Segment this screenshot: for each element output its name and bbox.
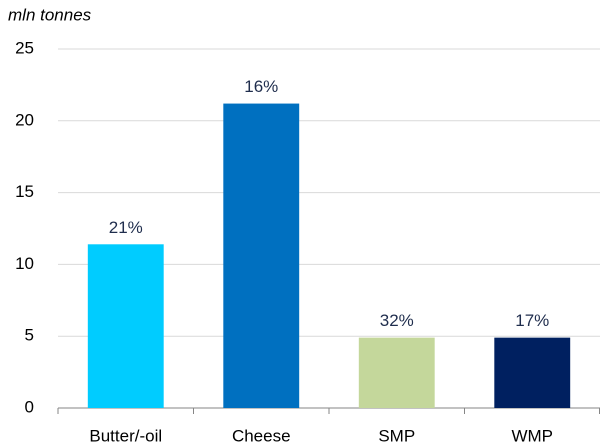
x-tick-label: Butter/-oil bbox=[89, 426, 162, 445]
bar bbox=[358, 337, 435, 408]
x-tick-label: SMP bbox=[378, 426, 415, 445]
y-tick-label: 25 bbox=[15, 38, 34, 57]
bar-annotation: 21% bbox=[109, 218, 143, 237]
y-tick-label: 0 bbox=[25, 397, 34, 416]
y-tick-label: 10 bbox=[15, 254, 34, 273]
bar-annotation: 16% bbox=[244, 77, 278, 96]
bar-annotation: 32% bbox=[380, 311, 414, 330]
bar-annotation: 17% bbox=[515, 311, 549, 330]
bar bbox=[87, 244, 164, 408]
y-tick-label: 15 bbox=[15, 182, 34, 201]
bar bbox=[494, 337, 571, 408]
x-tick-label: Cheese bbox=[232, 426, 291, 445]
y-tick-label: 20 bbox=[15, 110, 34, 129]
y-tick-label: 5 bbox=[25, 326, 34, 345]
y-axis-label: mln tonnes bbox=[8, 5, 92, 24]
bar bbox=[223, 103, 300, 409]
x-tick-label: WMP bbox=[511, 426, 553, 445]
